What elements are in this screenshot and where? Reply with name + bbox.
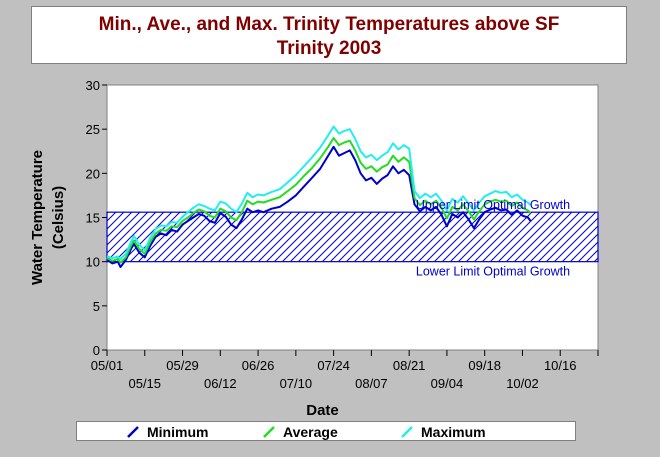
chart-legend: Minimum Average Maximum <box>76 421 576 441</box>
x-tick-label-2003-05-01: 05/01 <box>91 358 124 373</box>
chart-title-box: Min., Ave., and Max. Trinity Temperature… <box>31 6 627 64</box>
y-tick-label-10: 10 <box>86 255 100 270</box>
x-tick-label-2003-09-04: 09/04 <box>431 376 464 391</box>
legend-maximum-line-icon <box>401 426 413 438</box>
series-line-maximum <box>106 125 532 260</box>
x-tick-label-2003-09-18: 09/18 <box>468 358 501 373</box>
legend-label-minimum: Minimum <box>147 424 209 440</box>
x-tick-label-2003-08-21: 08/21 <box>393 358 426 373</box>
x-tick-label-2003-10-02: 10/02 <box>506 376 539 391</box>
x-tick-label-2003-06-12: 06/12 <box>204 376 237 391</box>
y-tick-label-20: 20 <box>86 166 100 181</box>
x-tick-label-2003-08-07: 08/07 <box>355 376 388 391</box>
y-tick-label-30: 30 <box>86 78 100 93</box>
x-tick-label-2003-05-29: 05/29 <box>166 358 199 373</box>
chart-title-line-1: Min., Ave., and Max. Trinity Temperature… <box>98 14 560 35</box>
x-tick-label-2003-07-24: 07/24 <box>317 358 350 373</box>
y-tick-label-5: 5 <box>93 299 100 314</box>
x-axis-title: Date <box>306 402 339 419</box>
x-tick-label-2003-10-16: 10/16 <box>544 358 577 373</box>
y-tick-label-0: 0 <box>93 343 100 358</box>
legend-average-line-icon <box>263 426 275 438</box>
band-upper-label: Upper Limit Optimal Growth <box>416 198 570 212</box>
y-axis-title-line-1: Water Temperature <box>29 150 46 285</box>
x-tick-label-2003-07-10: 07/10 <box>280 376 313 391</box>
series-line-average <box>106 137 532 264</box>
x-tick-label-2003-05-15: 05/15 <box>128 376 161 391</box>
x-tick-label-2003-06-26: 06/26 <box>242 358 275 373</box>
y-tick-label-15: 15 <box>86 211 100 226</box>
legend-label-average: Average <box>283 424 338 440</box>
chart-title-line-2: Trinity 2003 <box>276 38 382 59</box>
band-lower-label: Lower Limit Optimal Growth <box>416 265 570 279</box>
series-line-minimum <box>106 145 532 268</box>
legend-minimum-line-icon <box>127 426 139 438</box>
legend-label-maximum: Maximum <box>421 424 486 440</box>
y-axis-title-line-2: (Celsius) <box>50 186 67 249</box>
y-tick-label-25: 25 <box>86 122 100 137</box>
